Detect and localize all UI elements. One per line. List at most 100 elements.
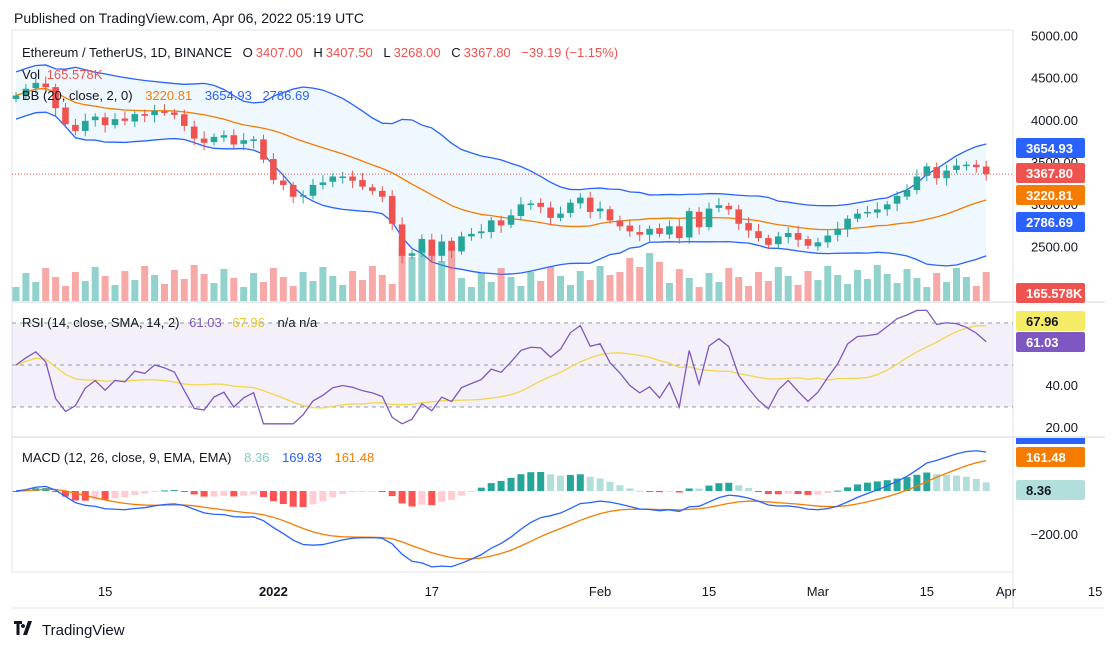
- volume-bar: [566, 285, 574, 301]
- macd-histogram-bar: [705, 485, 713, 491]
- candle-body: [953, 165, 960, 170]
- candle-body: [577, 197, 584, 204]
- rsi-value: 61.03: [189, 315, 222, 330]
- candle-body: [458, 236, 465, 252]
- candle-body: [636, 232, 643, 235]
- candle-body: [270, 158, 277, 180]
- candle-body: [547, 207, 554, 218]
- candle-body: [62, 107, 69, 125]
- candle-body: [676, 226, 683, 239]
- rsi-legend: RSI (14, close, SMA, 14, 2) 61.03 67.96 …: [22, 315, 320, 330]
- candle-body: [537, 202, 544, 207]
- price-tick-label: 4500.00: [1031, 71, 1078, 86]
- volume-bar: [814, 280, 822, 301]
- price-tick-label: 2500.00: [1031, 239, 1078, 254]
- time-tick-label: Apr: [996, 584, 1017, 599]
- bb-lower-badge: 2786.69: [1016, 212, 1085, 232]
- volume-bar: [764, 281, 772, 301]
- volume-bar: [62, 286, 69, 301]
- macd-histogram-bar: [566, 474, 574, 491]
- macd-histogram-bar: [378, 491, 386, 492]
- candle-body: [656, 228, 663, 234]
- macd-label[interactable]: MACD (12, 26, close, 9, EMA, EMA): [22, 450, 232, 465]
- volume-bar: [220, 269, 228, 301]
- volume-bar: [972, 286, 980, 301]
- volume-bar: [527, 272, 535, 301]
- macd-histogram-bar: [685, 488, 693, 491]
- volume-bar: [774, 267, 782, 301]
- candle-body: [725, 205, 733, 210]
- macd-histogram-bar: [804, 491, 812, 495]
- low-value: 3268.00: [393, 45, 441, 60]
- macd-histogram-bar: [557, 475, 564, 491]
- bb-upper-value: 3654.93: [204, 88, 252, 103]
- candle-body: [131, 114, 139, 122]
- svg-text:67.96: 67.96: [1026, 314, 1059, 329]
- candle-body: [864, 211, 871, 214]
- volume-bar: [745, 286, 753, 301]
- candle-body: [616, 220, 624, 227]
- candle-body: [883, 204, 891, 210]
- macd-histogram-bar: [299, 491, 307, 508]
- candle-body: [329, 176, 337, 182]
- main-legend: Ethereum / TetherUS, 1D, BINANCE O 3407.0…: [22, 45, 621, 60]
- candle-body: [230, 135, 238, 145]
- macd-histogram-bar: [260, 491, 267, 497]
- macd-histogram-bar: [359, 491, 366, 492]
- tradingview-logo[interactable]: TradingView: [14, 621, 125, 639]
- candle-body: [181, 114, 188, 126]
- candle-body: [478, 231, 485, 234]
- macd-histogram-bar: [656, 491, 663, 493]
- volume-bar: [81, 281, 89, 301]
- high-label: H: [313, 45, 323, 60]
- macd-histogram-bar: [576, 474, 584, 491]
- bb-basis-badge: 3220.81: [1016, 185, 1085, 205]
- candle-body: [943, 170, 950, 179]
- candle-body: [398, 224, 406, 256]
- candle-body: [418, 238, 426, 253]
- macd-histogram-bar: [527, 472, 535, 491]
- candle-body: [299, 195, 307, 197]
- symbol-label[interactable]: Ethereum / TetherUS, 1D, BINANCE: [22, 45, 233, 60]
- candle-body: [349, 176, 356, 181]
- macd-histogram-bar: [863, 482, 871, 491]
- volume-bar: [141, 266, 149, 301]
- time-tick-label: Mar: [807, 584, 830, 599]
- last-price-badge: 3367.80: [1016, 163, 1085, 183]
- candle-body: [557, 213, 564, 218]
- high-value: 3407.50: [325, 45, 373, 60]
- macd-histogram-bar: [349, 491, 357, 493]
- volume-bar: [398, 248, 406, 301]
- volume-bar: [438, 261, 446, 301]
- macd-histogram-bar: [962, 476, 970, 491]
- close-label: C: [451, 45, 461, 60]
- rsi-label[interactable]: RSI (14, close, SMA, 14, 2): [22, 315, 180, 330]
- volume-bar: [755, 272, 762, 301]
- volume-bar: [596, 266, 604, 301]
- macd-histogram-bar: [893, 478, 901, 491]
- candle-body: [735, 209, 742, 224]
- volume-bar: [448, 247, 456, 301]
- candle-body: [220, 135, 228, 138]
- candle-body: [963, 164, 970, 167]
- svg-text:161.48: 161.48: [1026, 450, 1066, 465]
- volume-bar: [606, 275, 614, 301]
- macd-histogram-bar: [309, 491, 317, 505]
- rsi-ma-badge: 67.96: [1016, 311, 1085, 331]
- svg-text:2786.69: 2786.69: [1026, 215, 1073, 230]
- candle-body: [695, 211, 703, 228]
- candle-body: [854, 213, 861, 219]
- volume-bar: [784, 276, 792, 301]
- candle-body: [903, 190, 911, 197]
- macd-histogram-bar: [636, 490, 644, 492]
- bb-label[interactable]: BB (20, close, 2, 0): [22, 88, 133, 103]
- candle-body: [874, 209, 881, 213]
- candle-body: [497, 220, 505, 226]
- svg-text:3220.81: 3220.81: [1026, 188, 1073, 203]
- volume-bar: [854, 270, 861, 301]
- svg-text:3367.80: 3367.80: [1026, 166, 1073, 181]
- volume-bar: [42, 268, 50, 301]
- volume-label[interactable]: Vol: [22, 67, 41, 82]
